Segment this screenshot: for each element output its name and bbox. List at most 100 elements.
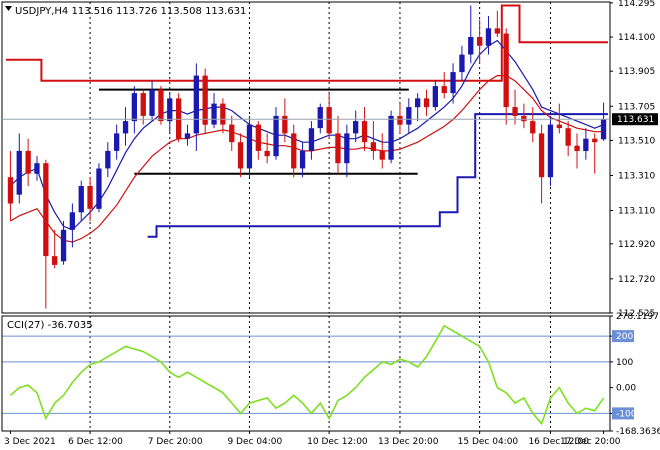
candle-body: [565, 128, 571, 146]
candle: [450, 63, 456, 104]
candle: [556, 103, 562, 134]
candle-body: [131, 93, 137, 122]
candle-body: [317, 107, 323, 129]
candle: [255, 121, 261, 160]
cci-line: [9, 324, 605, 426]
candle-body: [556, 124, 562, 129]
price-chart-title: USDJPY,H4 113.516 113.726 113.508 113.63…: [15, 6, 246, 17]
cci-level-badge: [612, 330, 634, 343]
cci-tick-label: 100: [616, 358, 633, 368]
candle: [574, 133, 580, 169]
candle-body: [600, 119, 607, 140]
channel-upper-line: [6, 4, 608, 82]
candle: [264, 133, 270, 164]
collapse-triangle-icon[interactable]: [5, 6, 12, 11]
price-axis: 114.295 114.100 113.905 113.705 113.510 113.3…: [2, 0, 658, 319]
candle: [105, 142, 111, 178]
candle-body: [353, 121, 359, 134]
candle: [16, 133, 22, 204]
candle-body: [547, 124, 554, 178]
candle-body: [184, 133, 191, 139]
candle: [193, 63, 199, 151]
candle: [211, 93, 217, 129]
cci-tick-label: 278.1197: [616, 312, 659, 322]
candle-body: [114, 133, 120, 151]
candle-body: [202, 75, 208, 125]
candle-body: [379, 150, 385, 160]
candle-body: [52, 256, 58, 265]
candle-body: [326, 107, 332, 134]
candle: [565, 121, 571, 157]
candle: [229, 115, 235, 151]
time-tick-label: 15 Dec 04:00: [458, 437, 519, 447]
price-panel-frame: [1, 1, 611, 314]
price-tick-label: 113.310: [618, 171, 655, 181]
candle: [34, 156, 40, 181]
candle: [530, 107, 536, 143]
candle: [432, 80, 438, 111]
time-tick-label: 10 Dec 12:00: [307, 437, 368, 447]
candle-body: [538, 133, 545, 178]
candle: [60, 221, 67, 265]
candle: [122, 107, 129, 146]
candle: [477, 19, 483, 64]
candle: [184, 124, 191, 146]
candle: [7, 150, 14, 222]
candle: [600, 102, 607, 141]
time-tick-label: 16 Dec 12:00: [528, 437, 589, 447]
candle: [397, 103, 403, 134]
candle: [335, 115, 341, 174]
candle-body: [485, 28, 492, 46]
candle-body: [220, 103, 226, 125]
cci-tick-label: -168.3636: [616, 427, 660, 437]
candle-body: [158, 89, 164, 122]
candle-body: [167, 98, 173, 122]
candle-body: [69, 212, 75, 230]
candle: [149, 80, 155, 122]
candle: [167, 93, 173, 134]
candle: [441, 72, 447, 99]
candle: [308, 121, 315, 160]
candle-body: [25, 150, 31, 174]
candle-body: [105, 150, 111, 169]
candle-body: [335, 133, 341, 164]
candle-body: [503, 33, 509, 108]
candle: [459, 45, 465, 81]
candle-body: [468, 37, 474, 55]
cci-panel-frame: [1, 315, 611, 432]
candle-body: [96, 168, 102, 209]
cci-tick-label: 0.00: [616, 384, 636, 394]
candle-body: [361, 121, 368, 143]
candle: [87, 177, 93, 222]
candle-body: [176, 98, 182, 139]
candle-body: [388, 115, 394, 160]
candle-body: [237, 142, 244, 169]
candlestick-series: [7, 5, 607, 309]
candle: [25, 138, 31, 186]
candle: [485, 16, 492, 55]
candle: [78, 180, 84, 222]
candle: [52, 229, 58, 269]
candle: [131, 86, 137, 134]
cci-series: [2, 324, 610, 426]
cci-axis: 278.1197 200 100 0.00 -100 -168.3636: [610, 312, 660, 437]
time-tick-label: 7 Dec 20:00: [148, 437, 203, 447]
candle-body: [43, 163, 49, 257]
time-axis: 3 Dec 2021 6 Dec 12:00 7 Dec 20:00 9 Dec 04…: [4, 431, 621, 447]
candle-body: [291, 133, 297, 169]
candle: [521, 103, 527, 129]
candle-body: [264, 150, 270, 157]
candle: [379, 133, 385, 169]
candle: [291, 124, 297, 178]
price-tick-label: 113.110: [618, 207, 655, 217]
candle: [43, 159, 49, 309]
candle: [326, 93, 332, 139]
cci-tick-label: -100: [616, 409, 637, 419]
candle: [353, 110, 359, 143]
candle-body: [406, 107, 412, 125]
candle-body: [521, 115, 527, 122]
candle-body: [255, 124, 261, 151]
candle: [158, 86, 164, 125]
candle: [282, 98, 288, 143]
